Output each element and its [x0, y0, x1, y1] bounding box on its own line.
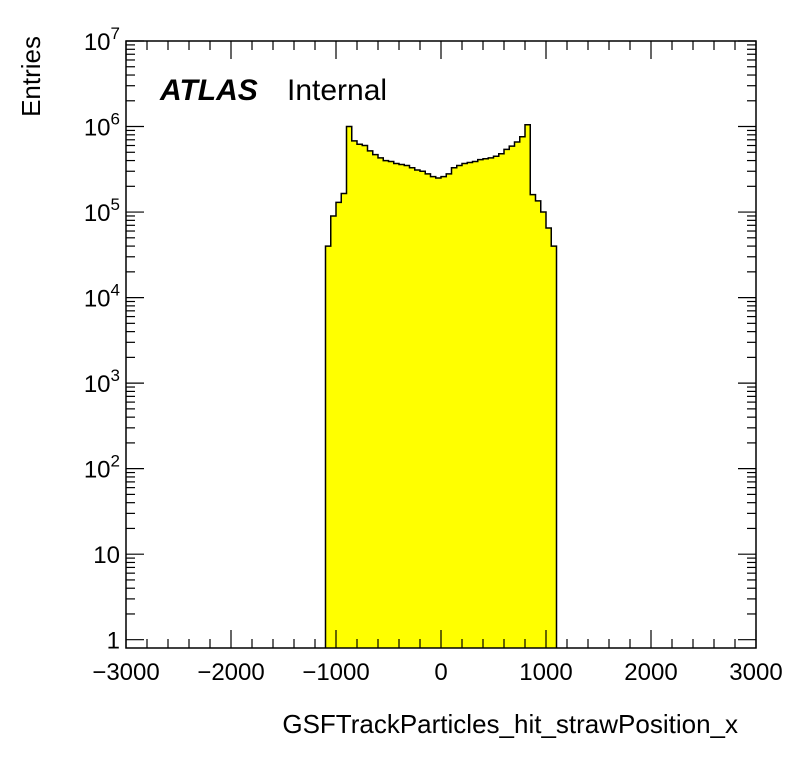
internal-label: Internal [287, 74, 387, 107]
histogram-bin [357, 144, 363, 648]
histogram-bin [393, 163, 400, 648]
histogram-bars [325, 124, 557, 649]
histogram-bin [341, 193, 347, 648]
histogram-bin [325, 246, 332, 648]
histogram-outline [324, 123, 558, 648]
x-axis-tick-labels: −3000 −2000 −1000 0 1000 2000 3000 [92, 659, 782, 686]
histogram-bin [504, 149, 510, 649]
histogram-bin [546, 228, 552, 648]
histogram-bin [420, 171, 426, 649]
histogram-bin [330, 215, 337, 649]
histogram-bin [540, 212, 547, 648]
y-tick-label: 106 [84, 110, 120, 142]
histogram-bin [362, 145, 368, 648]
histogram-bin [509, 146, 515, 648]
x-tick-label: 0 [434, 659, 447, 686]
histogram-bin [346, 126, 353, 649]
histogram-bin [514, 141, 521, 649]
histogram-bin [404, 165, 410, 648]
x-tick-label: −2000 [197, 659, 264, 686]
histogram-bin [446, 173, 452, 648]
histogram-bin [456, 165, 463, 648]
y-tick-label: 10 [93, 542, 120, 569]
y-axis-label: Entries [16, 36, 46, 117]
histogram-bin [535, 200, 542, 648]
x-tick-label: 2000 [624, 659, 677, 686]
histogram-bin [483, 158, 489, 649]
histogram-bin [435, 178, 442, 648]
histogram-bin [467, 162, 473, 648]
histogram-bin [399, 164, 405, 648]
histogram-bin [351, 140, 358, 649]
histogram-bin [409, 167, 416, 648]
y-tick-label: 104 [84, 281, 120, 313]
histogram-bin [551, 246, 557, 648]
x-tick-label: 3000 [729, 659, 782, 686]
x-axis-label: GSFTrackParticles_hit_strawPosition_x [282, 709, 738, 739]
histogram-bin [414, 170, 421, 648]
histogram-bin [462, 163, 468, 648]
histogram-bin [378, 157, 384, 648]
y-tick-label: 102 [84, 452, 120, 484]
atlas-label: ATLAS [159, 74, 258, 107]
x-tick-label: −3000 [92, 659, 159, 686]
histogram-bin [383, 160, 389, 649]
histogram-bin [498, 153, 505, 648]
histogram-bin [430, 176, 437, 648]
histogram-bin [493, 156, 500, 648]
histogram-bin [367, 150, 374, 648]
histogram-bin [451, 167, 458, 648]
histogram-bin [525, 124, 531, 649]
x-tick-label: 1000 [519, 659, 572, 686]
histogram-bin [372, 154, 379, 648]
y-tick-label: 1 [107, 628, 120, 655]
y-tick-label: 103 [84, 366, 120, 398]
minor-ticks [125, 40, 757, 648]
histogram-bin [488, 157, 494, 648]
histogram-bin [388, 161, 395, 648]
y-axis-tick-labels: 1 10 102 103 104 105 106 107 [84, 24, 120, 655]
histogram-bin [425, 173, 431, 648]
histogram-bin [472, 161, 479, 648]
histogram-bin [477, 159, 484, 648]
x-tick-label: −1000 [302, 659, 369, 686]
histogram-bin [530, 194, 536, 649]
y-tick-label: 107 [84, 24, 120, 56]
histogram-bin [336, 202, 342, 649]
histogram-bin [519, 136, 526, 648]
histogram-bin [441, 176, 447, 648]
y-tick-label: 105 [84, 195, 120, 227]
